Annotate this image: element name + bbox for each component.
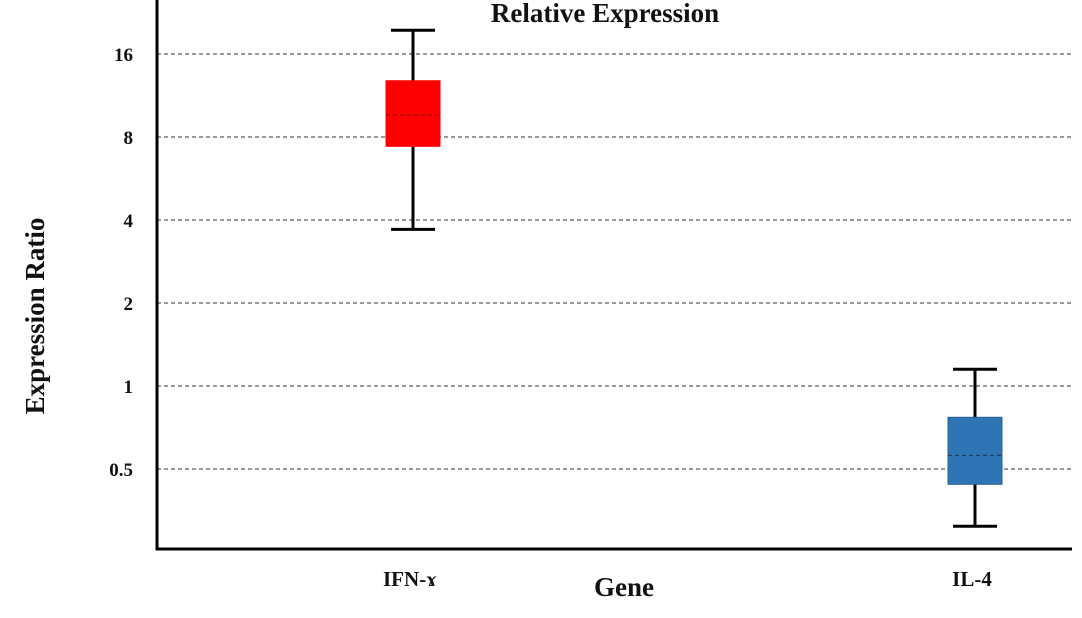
- category-labels: IFN-ɤ IL-4: [383, 567, 992, 591]
- boxes: [385, 28, 1003, 528]
- y-tick-labels: 0.5 1 2 4 8 16: [109, 45, 133, 481]
- y-tick-label: 4: [124, 211, 134, 232]
- y-tick-label: 2: [124, 294, 134, 315]
- y-tick-label: 1: [124, 377, 134, 398]
- y-axis-label: Expression Ratio: [20, 218, 50, 415]
- y-tick-label: 0.5: [109, 460, 133, 481]
- chart-title: Relative Expression: [491, 0, 719, 28]
- box-il-4: [947, 367, 1003, 528]
- y-tick-label: 16: [114, 45, 133, 66]
- iqr-box: [947, 416, 1003, 485]
- category-label: IFN-ɤ: [383, 567, 437, 591]
- box-ifn-gamma: [385, 28, 441, 231]
- x-axis-label: Gene: [594, 572, 654, 602]
- y-tick-label: 8: [124, 128, 134, 149]
- category-label: IL-4: [952, 567, 992, 591]
- gridlines: [157, 53, 1072, 470]
- iqr-box: [385, 80, 441, 147]
